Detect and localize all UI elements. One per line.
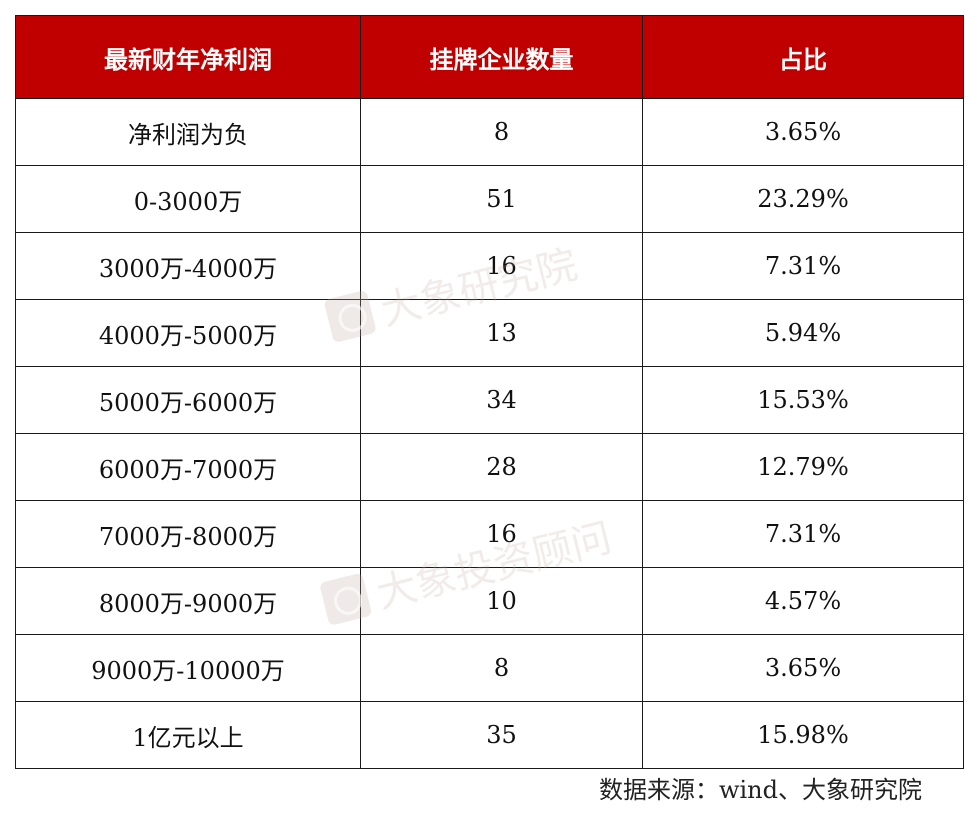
table-row: 9000万-10000万 8 3.65%	[15, 634, 964, 702]
cell-count: 35	[360, 701, 643, 769]
cell-count: 51	[360, 165, 643, 233]
cell-percentage: 15.98%	[642, 701, 964, 769]
cell-profit-range: 5000万-6000万	[15, 366, 361, 434]
cell-count: 8	[360, 634, 643, 702]
cell-count: 8	[360, 98, 643, 166]
data-source-note: 数据来源：wind、大象研究院	[598, 776, 922, 804]
header-company-count: 挂牌企业数量	[360, 15, 643, 99]
cell-count: 16	[360, 232, 643, 300]
cell-percentage: 23.29%	[642, 165, 964, 233]
cell-profit-range: 0-3000万	[15, 165, 361, 233]
table-row: 1亿元以上 35 15.98%	[15, 701, 964, 769]
table-row: 6000万-7000万 28 12.79%	[15, 433, 964, 501]
table-row: 7000万-8000万 16 7.31%	[15, 500, 964, 568]
table-header-row: 最新财年净利润 挂牌企业数量 占比	[15, 15, 964, 99]
cell-percentage: 5.94%	[642, 299, 964, 367]
cell-percentage: 3.65%	[642, 634, 964, 702]
cell-percentage: 7.31%	[642, 500, 964, 568]
table-row: 3000万-4000万 16 7.31%	[15, 232, 964, 300]
table-row: 5000万-6000万 34 15.53%	[15, 366, 964, 434]
cell-count: 16	[360, 500, 643, 568]
cell-profit-range: 9000万-10000万	[15, 634, 361, 702]
data-table-container: 最新财年净利润 挂牌企业数量 占比 净利润为负 8 3.65% 0-3000万 …	[15, 15, 964, 769]
cell-percentage: 3.65%	[642, 98, 964, 166]
cell-profit-range: 7000万-8000万	[15, 500, 361, 568]
cell-count: 34	[360, 366, 643, 434]
table-row: 8000万-9000万 10 4.57%	[15, 567, 964, 635]
cell-profit-range: 1亿元以上	[15, 701, 361, 769]
cell-percentage: 15.53%	[642, 366, 964, 434]
cell-count: 13	[360, 299, 643, 367]
cell-percentage: 4.57%	[642, 567, 964, 635]
header-net-profit: 最新财年净利润	[15, 15, 361, 99]
cell-profit-range: 3000万-4000万	[15, 232, 361, 300]
table-row: 0-3000万 51 23.29%	[15, 165, 964, 233]
cell-profit-range: 8000万-9000万	[15, 567, 361, 635]
cell-count: 28	[360, 433, 643, 501]
cell-profit-range: 净利润为负	[15, 98, 361, 166]
table-row: 4000万-5000万 13 5.94%	[15, 299, 964, 367]
cell-count: 10	[360, 567, 643, 635]
cell-percentage: 12.79%	[642, 433, 964, 501]
cell-percentage: 7.31%	[642, 232, 964, 300]
cell-profit-range: 4000万-5000万	[15, 299, 361, 367]
header-percentage: 占比	[642, 15, 964, 99]
table-row: 净利润为负 8 3.65%	[15, 98, 964, 166]
net-profit-distribution-table: 最新财年净利润 挂牌企业数量 占比 净利润为负 8 3.65% 0-3000万 …	[15, 15, 964, 769]
cell-profit-range: 6000万-7000万	[15, 433, 361, 501]
